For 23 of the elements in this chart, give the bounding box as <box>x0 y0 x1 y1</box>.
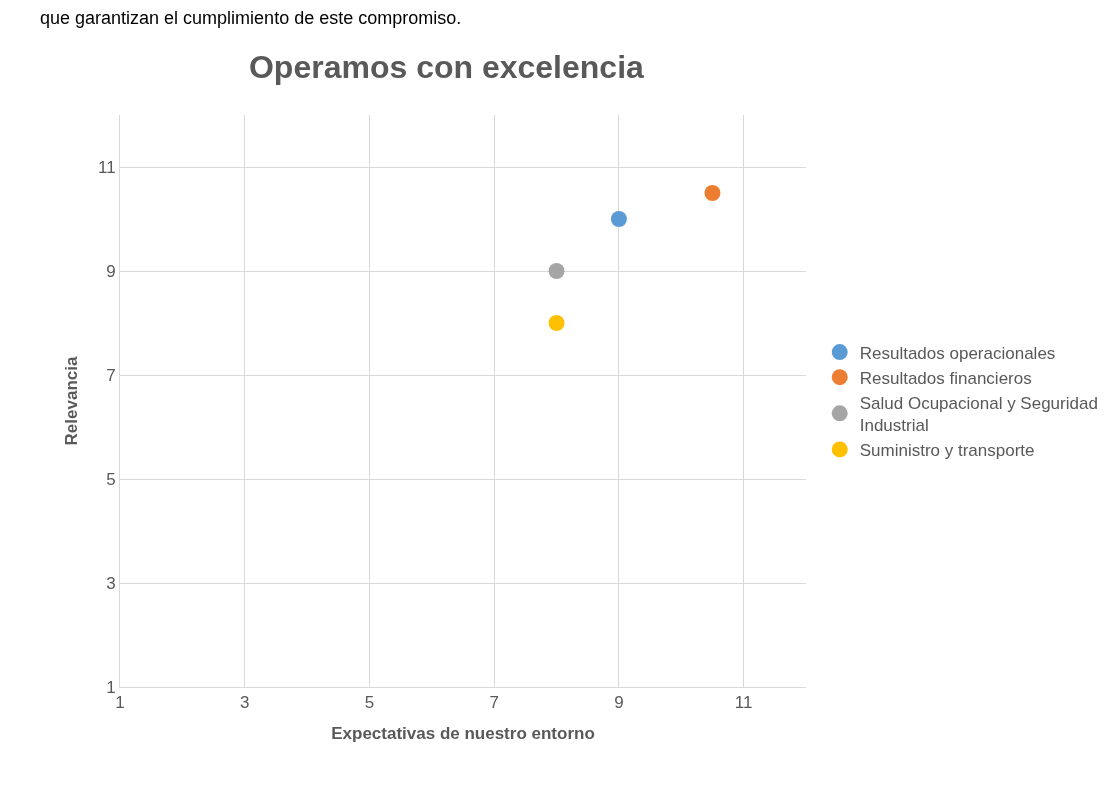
x-tick-label: 11 <box>734 693 753 713</box>
y-tick-label: 7 <box>106 365 116 385</box>
y-tick-label: 1 <box>106 677 116 697</box>
text: que garantizan el cumplimiento de este compromiso. <box>40 8 462 28</box>
x-tick-label: 9 <box>614 693 624 713</box>
point <box>548 315 565 331</box>
point <box>704 185 721 201</box>
y-tick-label: 11 <box>97 157 116 177</box>
legend-label: Salud Ocupacional y Seguridad Industrial <box>859 393 1098 435</box>
x-tick-label: 7 <box>489 693 499 713</box>
legend-label: Resultados financieros <box>859 368 1032 388</box>
y-tick-label: 5 <box>106 469 116 489</box>
y-tick-label: 9 <box>106 261 116 281</box>
x-tick-label: 3 <box>240 693 250 713</box>
y-tick-label: 3 <box>106 573 116 593</box>
legend-label: Suministro y transporte <box>859 441 1035 461</box>
x-tick-label: 5 <box>364 693 375 713</box>
legend-label: Resultados operacionales <box>859 343 1056 363</box>
point <box>610 211 627 227</box>
chart-title: Operamos con excelencia <box>248 48 645 85</box>
x-axis-title: Expectativas de nuestro entorno <box>331 723 595 743</box>
point <box>548 263 565 279</box>
y-axis-title: Relevancia <box>62 356 82 446</box>
